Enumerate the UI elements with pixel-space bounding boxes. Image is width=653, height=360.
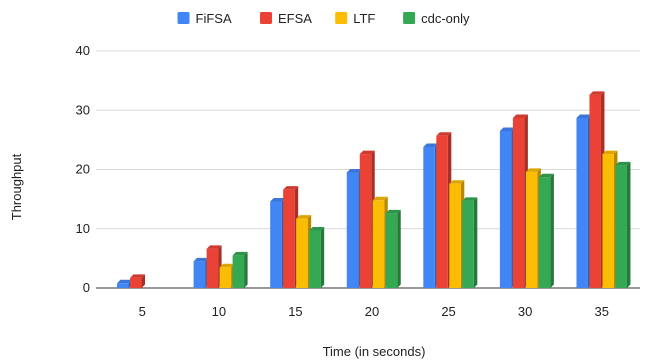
x-tick-label: 15 xyxy=(288,304,302,319)
bar-EFSA-25 xyxy=(436,132,452,288)
x-tick-label: 5 xyxy=(139,304,146,319)
bar-cdc-only-30 xyxy=(538,173,554,288)
bar-FiFSA-25 xyxy=(423,143,439,288)
bar-LTF-30 xyxy=(525,168,541,288)
y-axis-title: Throughput xyxy=(9,153,24,220)
legend: FiFSA EFSA LTF cdc-only xyxy=(177,11,470,26)
legend-item-cdc-only: cdc-only xyxy=(403,11,470,26)
y-tick-label: 40 xyxy=(76,43,90,58)
x-tick-label: 35 xyxy=(594,304,608,319)
x-tick-label: 10 xyxy=(212,304,226,319)
bar-EFSA-20 xyxy=(359,150,375,288)
bar-EFSA-15 xyxy=(283,186,299,288)
svg-text:LTF: LTF xyxy=(353,11,375,26)
x-axis-ticks: 5 10 15 20 25 30 35 xyxy=(139,304,609,319)
bar-FiFSA-20 xyxy=(346,168,362,288)
svg-text:cdc-only: cdc-only xyxy=(421,11,470,26)
bar-LTF-20 xyxy=(372,196,388,288)
bar-cdc-only-25 xyxy=(462,197,478,288)
bar-EFSA-30 xyxy=(512,114,528,288)
bar-cdc-only-35 xyxy=(615,161,631,288)
legend-item-EFSA: EFSA xyxy=(260,11,312,26)
y-tick-label: 20 xyxy=(76,162,90,177)
bar-EFSA-35 xyxy=(589,91,605,288)
legend-item-LTF: LTF xyxy=(335,11,375,26)
bar-LTF-10 xyxy=(219,263,235,288)
bar-LTF-35 xyxy=(602,150,618,288)
bar-FiFSA-5 xyxy=(117,279,133,288)
bar-FiFSA-30 xyxy=(499,127,515,288)
svg-text:EFSA: EFSA xyxy=(278,11,312,26)
bar-cdc-only-15 xyxy=(309,227,325,288)
bar-FiFSA-10 xyxy=(193,257,209,288)
bar-cdc-only-20 xyxy=(385,209,401,288)
x-axis-title: Time (in seconds) xyxy=(323,344,426,359)
bar-FiFSA-15 xyxy=(270,197,286,288)
x-tick-label: 25 xyxy=(441,304,455,319)
bar-EFSA-10 xyxy=(206,245,222,288)
bar-LTF-15 xyxy=(296,215,312,288)
y-axis-ticks: 0 10 20 30 40 xyxy=(76,43,90,295)
x-tick-label: 30 xyxy=(518,304,532,319)
bars xyxy=(117,91,631,288)
y-tick-label: 10 xyxy=(76,221,90,236)
bar-LTF-25 xyxy=(449,180,465,288)
y-tick-label: 0 xyxy=(83,280,90,295)
legend-item-FiFSA: FiFSA xyxy=(177,11,232,26)
y-tick-label: 30 xyxy=(76,102,90,117)
bar-FiFSA-35 xyxy=(576,114,592,288)
svg-text:FiFSA: FiFSA xyxy=(196,11,232,26)
x-tick-label: 20 xyxy=(365,304,379,319)
bar-EFSA-5 xyxy=(130,274,146,288)
bar-cdc-only-10 xyxy=(232,251,248,288)
